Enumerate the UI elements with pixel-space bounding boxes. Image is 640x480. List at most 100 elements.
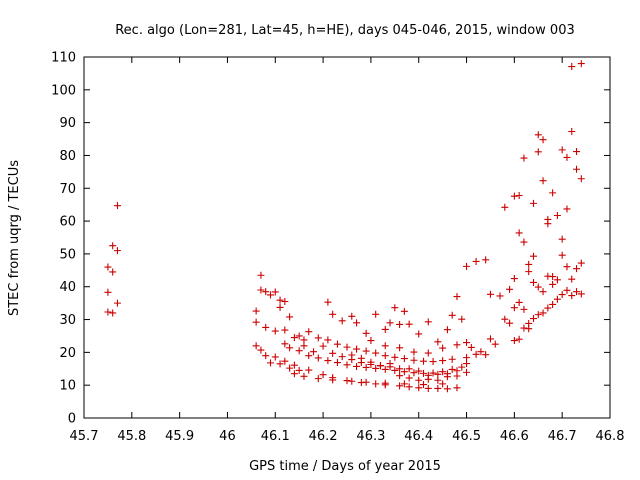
data-point xyxy=(113,247,121,255)
data-point xyxy=(391,366,399,374)
data-point xyxy=(295,332,303,340)
data-point xyxy=(420,381,428,389)
data-point xyxy=(343,361,351,369)
data-point xyxy=(544,272,552,280)
data-point xyxy=(381,379,389,387)
data-point xyxy=(486,335,494,343)
data-point xyxy=(415,330,423,338)
data-point xyxy=(553,212,561,220)
data-point xyxy=(338,317,346,325)
data-point xyxy=(400,368,408,376)
data-point xyxy=(472,350,480,358)
data-point xyxy=(439,380,447,388)
data-points xyxy=(104,60,585,393)
data-point xyxy=(434,384,442,392)
y-tick-label: 40 xyxy=(59,280,76,295)
data-point xyxy=(510,275,518,283)
data-point xyxy=(271,353,279,361)
data-point xyxy=(429,369,437,377)
x-tick-label: 46 xyxy=(219,429,236,444)
data-point xyxy=(520,154,528,162)
x-tick-label: 45.7 xyxy=(70,429,99,444)
plot-frame xyxy=(83,56,611,419)
data-point xyxy=(568,275,576,283)
data-point xyxy=(501,315,509,323)
data-point xyxy=(381,342,389,350)
data-point xyxy=(467,343,475,351)
data-point xyxy=(453,367,461,375)
data-point xyxy=(300,342,308,350)
data-point xyxy=(415,367,423,375)
data-point xyxy=(515,335,523,343)
data-point xyxy=(553,276,561,284)
data-point xyxy=(448,355,456,363)
data-point xyxy=(420,369,428,377)
data-point xyxy=(300,372,308,380)
data-point xyxy=(348,356,356,364)
y-tick-label: 70 xyxy=(59,182,76,197)
data-point xyxy=(568,63,576,71)
data-point xyxy=(290,334,298,342)
data-point xyxy=(448,311,456,319)
data-point xyxy=(324,357,332,365)
data-point xyxy=(506,285,514,293)
data-point xyxy=(324,298,332,306)
data-point xyxy=(400,355,408,363)
data-point xyxy=(109,268,117,276)
data-point xyxy=(568,127,576,135)
data-point xyxy=(333,359,341,367)
data-point xyxy=(482,256,490,264)
data-point xyxy=(506,319,514,327)
x-tick-label: 45.8 xyxy=(117,429,146,444)
data-point xyxy=(381,325,389,333)
data-point xyxy=(458,363,466,371)
data-point xyxy=(252,307,260,315)
data-point xyxy=(348,312,356,320)
data-point xyxy=(353,345,361,353)
data-point xyxy=(544,304,552,312)
data-point xyxy=(472,257,480,265)
data-point xyxy=(515,191,523,199)
data-point xyxy=(525,268,533,276)
y-tick-label: 30 xyxy=(59,313,76,328)
data-point xyxy=(113,299,121,307)
data-point xyxy=(563,286,571,294)
data-point xyxy=(496,292,504,300)
data-point xyxy=(539,136,547,144)
data-point xyxy=(577,175,585,183)
data-point xyxy=(396,382,404,390)
data-point xyxy=(391,353,399,361)
data-point xyxy=(434,376,442,384)
data-point xyxy=(405,383,413,391)
data-point xyxy=(453,384,461,392)
data-point xyxy=(396,344,404,352)
data-point xyxy=(439,368,447,376)
data-point xyxy=(286,364,294,372)
data-point xyxy=(463,368,471,376)
data-point xyxy=(544,215,552,223)
data-point xyxy=(271,327,279,335)
chart-title: Rec. algo (Lon=281, Lat=45, h=HE), days … xyxy=(115,23,575,38)
data-point xyxy=(486,290,494,298)
x-tick-label: 46.3 xyxy=(356,429,385,444)
data-point xyxy=(558,251,566,259)
data-point xyxy=(109,242,117,250)
data-point xyxy=(577,259,585,267)
y-tick-label: 50 xyxy=(59,247,76,262)
data-point xyxy=(343,377,351,385)
data-point xyxy=(338,353,346,361)
data-point xyxy=(353,319,361,327)
data-point xyxy=(434,370,442,378)
data-point xyxy=(415,376,423,384)
data-point xyxy=(577,60,585,68)
data-point xyxy=(372,310,380,318)
y-tick-label: 80 xyxy=(59,149,76,164)
data-point xyxy=(534,311,542,319)
data-point xyxy=(252,342,260,350)
data-point xyxy=(405,320,413,328)
data-point xyxy=(319,371,327,379)
y-tick-label: 0 xyxy=(68,412,76,427)
data-point xyxy=(563,263,571,271)
y-tick-label: 90 xyxy=(59,116,76,131)
data-point xyxy=(520,238,528,246)
